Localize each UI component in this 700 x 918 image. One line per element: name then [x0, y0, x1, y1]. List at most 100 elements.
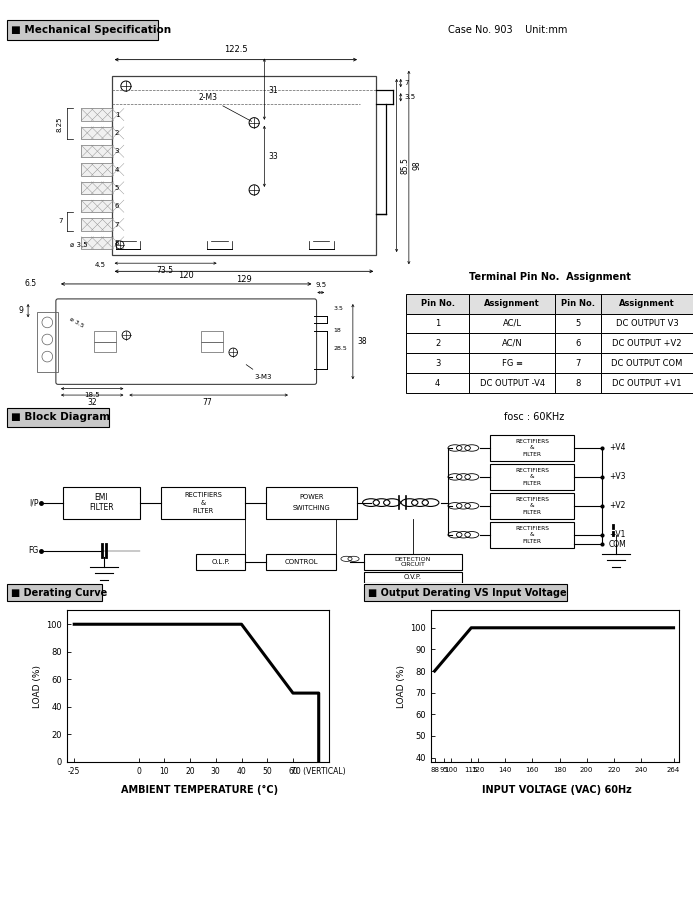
Bar	[201, 341, 223, 353]
Text: FG ≡: FG ≡	[502, 359, 523, 368]
Text: RECTIFIERS: RECTIFIERS	[515, 526, 549, 531]
Text: +V3: +V3	[609, 473, 626, 481]
Text: 33: 33	[268, 151, 278, 161]
Bar	[601, 333, 693, 353]
Text: Assignment: Assignment	[620, 299, 675, 308]
Text: 28.5: 28.5	[334, 345, 347, 351]
Y-axis label: LOAD (%): LOAD (%)	[397, 665, 406, 708]
Bar	[201, 331, 223, 341]
Text: RECTIFIERS: RECTIFIERS	[515, 439, 549, 444]
Text: 73.5: 73.5	[156, 266, 173, 275]
Text: 4: 4	[435, 378, 440, 387]
Text: 3: 3	[435, 359, 440, 368]
Text: 4: 4	[115, 166, 119, 173]
Text: O.V.P.: O.V.P.	[404, 575, 422, 580]
Bar	[469, 353, 555, 373]
Text: Terminal Pin No.  Assignment: Terminal Pin No. Assignment	[468, 273, 631, 283]
Text: 6: 6	[115, 203, 119, 209]
Text: 8: 8	[575, 378, 581, 387]
Bar	[266, 487, 357, 519]
Bar	[469, 294, 555, 314]
Bar	[490, 521, 574, 547]
Text: 32: 32	[88, 398, 97, 408]
Text: 77: 77	[203, 398, 212, 408]
Text: Pin No.: Pin No.	[421, 299, 454, 308]
Text: 38: 38	[357, 337, 367, 346]
Text: 120: 120	[178, 271, 194, 280]
Bar	[555, 353, 601, 373]
Text: fosc : 60KHz: fosc : 60KHz	[504, 412, 564, 421]
Text: +V2: +V2	[609, 501, 625, 510]
Text: O.L.P.: O.L.P.	[211, 559, 230, 565]
Text: ■ Derating Curve: ■ Derating Curve	[11, 588, 108, 598]
Bar	[94, 341, 116, 353]
Text: ■ Block Diagram: ■ Block Diagram	[11, 412, 111, 422]
Bar	[81, 108, 112, 120]
Bar	[469, 314, 555, 333]
Text: 8: 8	[115, 240, 119, 246]
Bar	[469, 373, 555, 393]
Text: 3: 3	[115, 148, 119, 154]
Text: 5: 5	[115, 185, 119, 191]
Bar	[601, 294, 693, 314]
Bar	[81, 127, 112, 139]
Bar	[81, 145, 112, 157]
Bar	[469, 333, 555, 353]
Text: Case No. 903    Unit:mm: Case No. 903 Unit:mm	[448, 26, 568, 35]
Text: RECTIFIERS: RECTIFIERS	[515, 497, 549, 502]
Text: POWER: POWER	[300, 494, 323, 500]
Text: &: &	[530, 503, 534, 509]
Text: 7: 7	[58, 218, 63, 225]
Bar	[555, 294, 601, 314]
Text: FILTER: FILTER	[89, 503, 114, 512]
Text: FILTER: FILTER	[522, 509, 542, 515]
Text: &: &	[530, 475, 534, 479]
Bar	[555, 333, 601, 353]
Text: 9.5: 9.5	[315, 282, 326, 288]
Text: RECTIFIERS: RECTIFIERS	[184, 491, 222, 498]
Text: 18: 18	[334, 329, 342, 333]
Text: 6: 6	[575, 339, 581, 348]
Text: 4.5: 4.5	[94, 263, 106, 268]
Bar	[555, 314, 601, 333]
Text: CONTROL: CONTROL	[284, 559, 318, 565]
Text: ■ Mechanical Specification: ■ Mechanical Specification	[11, 26, 171, 35]
Text: DC OUTPUT COM: DC OUTPUT COM	[611, 359, 682, 368]
Text: COM: COM	[609, 540, 626, 549]
Bar	[601, 373, 693, 393]
Text: ■ Output Derating VS Input Voltage: ■ Output Derating VS Input Voltage	[368, 588, 567, 598]
Text: EMI: EMI	[94, 493, 108, 502]
Text: 8.25: 8.25	[57, 116, 63, 131]
Text: Assignment: Assignment	[484, 299, 540, 308]
Text: 5: 5	[575, 319, 581, 328]
Text: DC OUTPUT +V2: DC OUTPUT +V2	[612, 339, 682, 348]
Text: ⌀ 3.5: ⌀ 3.5	[69, 317, 85, 329]
Bar	[81, 218, 112, 230]
Y-axis label: LOAD (%): LOAD (%)	[33, 665, 42, 708]
Bar	[406, 294, 469, 314]
Bar	[196, 554, 245, 570]
Text: ⌀ 3.5: ⌀ 3.5	[69, 241, 88, 248]
Bar	[81, 237, 112, 249]
Bar	[81, 163, 112, 175]
Text: 7: 7	[575, 359, 581, 368]
Text: FILTER: FILTER	[522, 452, 542, 457]
Text: FG: FG	[28, 546, 38, 555]
Bar	[161, 487, 245, 519]
Text: 18.5: 18.5	[85, 392, 100, 397]
Bar	[601, 314, 693, 333]
Text: 2: 2	[435, 339, 440, 348]
Text: 3.5: 3.5	[405, 95, 416, 100]
Bar	[266, 554, 336, 570]
Text: AC/L: AC/L	[503, 319, 522, 328]
Text: 85.5: 85.5	[400, 157, 410, 174]
Text: 1: 1	[115, 112, 119, 118]
Text: RECTIFIERS: RECTIFIERS	[515, 468, 549, 473]
Bar	[601, 353, 693, 373]
Text: FILTER: FILTER	[522, 539, 542, 543]
Text: &: &	[530, 445, 534, 451]
Bar	[364, 554, 462, 570]
Bar	[490, 493, 574, 519]
Text: AC/N: AC/N	[502, 339, 523, 348]
Text: FILTER: FILTER	[522, 481, 542, 486]
